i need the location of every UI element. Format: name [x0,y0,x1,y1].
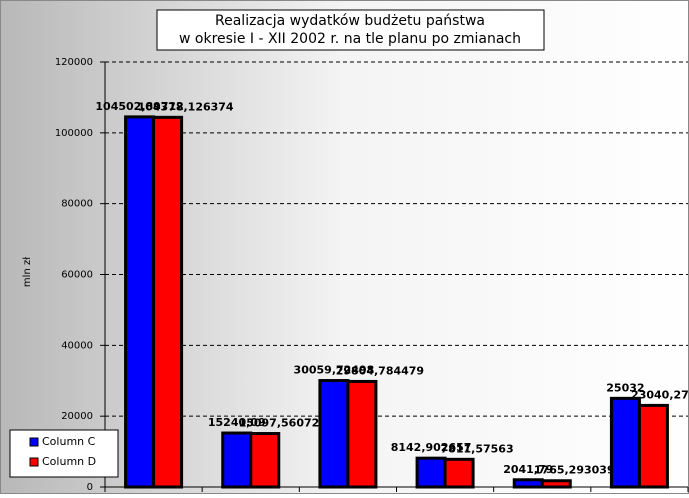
data-label: 23040,27818 [631,388,689,401]
legend-swatch [29,437,39,447]
bar [249,432,281,489]
bar [443,457,475,489]
legend-label: Column C [42,435,96,448]
y-tick-label: 80000 [61,199,93,210]
chart-title: w okresie I - XII 2002 r. na tle planu p… [179,31,521,47]
data-label: 25032 [606,381,644,394]
data-label: 104378,126374 [138,100,234,113]
y-axis-label: mln zł [22,257,33,287]
chart-title: Realizacja wydatków budżetu państwa [215,13,485,29]
y-tick-label: 120000 [55,57,93,68]
data-label: 7811,57563 [441,442,514,455]
bar [318,379,350,489]
bar [152,115,184,489]
data-label: 30059,72498 [294,364,375,377]
y-tick-label: 60000 [61,270,93,281]
bar [540,479,572,489]
data-label: 15240,09 [208,416,266,429]
data-label: 29804,784479 [336,364,424,377]
y-tick-label: 20000 [61,411,93,422]
legend-box [9,429,119,478]
bar [512,478,544,489]
bar [346,379,378,489]
bar [415,456,447,489]
y-tick-label: 40000 [61,340,93,351]
legend-swatch [29,457,39,467]
y-tick-label: 0 [87,482,93,493]
bar [221,431,253,489]
bar [637,403,669,489]
data-label: 15097,560722 [239,417,327,430]
bar [609,396,641,489]
data-label: 1765,293039 [534,464,615,477]
data-label: 104502,89712 [95,100,183,113]
data-label: 2041,79 [503,463,553,476]
title-box [156,9,545,51]
y-tick-label: 100000 [55,128,93,139]
bar [124,115,156,489]
legend-label: Column D [42,455,96,468]
data-label: 8142,902657 [391,441,472,454]
